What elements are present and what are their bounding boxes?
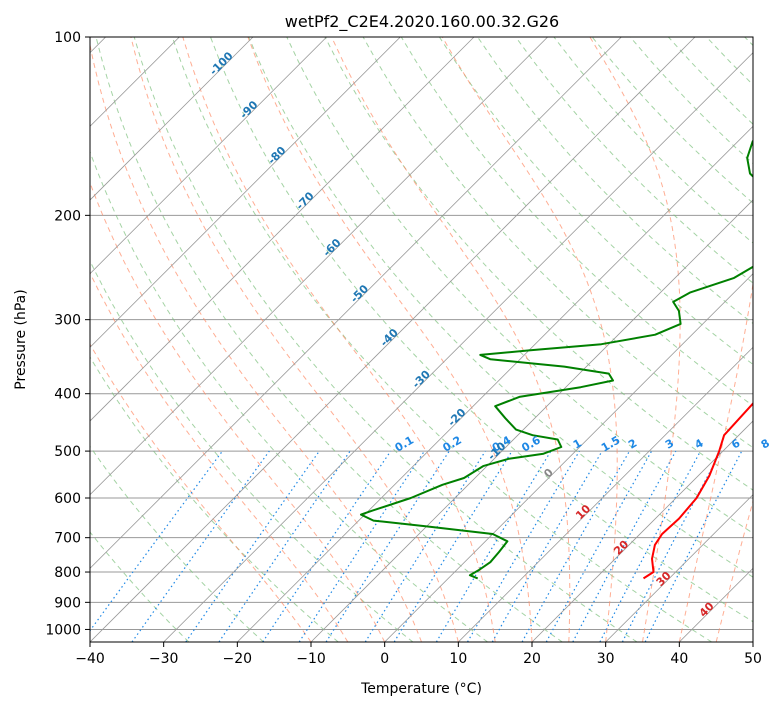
x-axis-label: Temperature (°C) <box>360 681 482 697</box>
mixing-ratio-line <box>131 450 270 642</box>
mixing-ratio-line <box>572 450 677 642</box>
isotherm-line <box>163 52 753 642</box>
isotherm-line <box>90 37 475 422</box>
isobar-gridlines <box>90 37 753 630</box>
y-tick-label: 200 <box>54 208 81 224</box>
x-tick-label: 0 <box>380 651 389 667</box>
y-axis-label: Pressure (hPa) <box>13 289 29 389</box>
isotherm-line <box>90 37 254 201</box>
x-axis-ticks: −40 −30 −20 −10 0 10 20 30 40 50 <box>75 642 762 667</box>
mixing-ratio-line <box>435 450 552 642</box>
dry-adiabat-line <box>95 37 563 642</box>
x-tick-label: −10 <box>296 651 326 667</box>
plot-frame <box>89 36 754 643</box>
sounding-profile-line <box>360 139 753 580</box>
dry-adiabat-line <box>438 37 753 366</box>
moist-adiabat-line <box>331 37 571 642</box>
y-axis-ticks: 100 200 300 400 500 600 700 800 900 1000 <box>45 30 90 638</box>
isotherm-line <box>458 346 753 642</box>
moist-adiabat-line <box>90 343 312 642</box>
isotherm-line <box>605 494 753 642</box>
isotherm-line <box>90 37 401 348</box>
dry-adiabat-line <box>90 150 488 642</box>
isotherm-line <box>90 37 548 496</box>
mixing-ratio-lines <box>90 450 743 642</box>
dry-adiabat-line <box>400 37 753 407</box>
chart-title: wetPf2_C2E4.2020.160.00.32.G26 <box>285 12 559 32</box>
x-tick-label: −20 <box>223 651 253 667</box>
y-tick-label: 900 <box>54 595 81 611</box>
mixing-ratio-line <box>364 450 486 642</box>
y-tick-label: 1000 <box>45 622 81 638</box>
mixing-ratio-line <box>325 450 450 642</box>
x-tick-label: 30 <box>597 651 615 667</box>
dry-adiabat-line <box>90 445 264 642</box>
moist-adiabat-line <box>130 37 459 642</box>
moist-adiabat-line <box>589 37 681 642</box>
moist-adiabat-line <box>90 42 422 642</box>
mixing-ratio-line <box>466 450 580 642</box>
dry-adiabat-line <box>515 37 753 284</box>
isotherm-line <box>90 37 327 275</box>
y-tick-label: 300 <box>54 313 81 329</box>
mixing-ratio-line <box>90 450 223 632</box>
isotherm-line <box>237 125 753 642</box>
y-tick-label: 700 <box>54 531 81 547</box>
mixing-ratio-line <box>644 450 743 642</box>
sounding-profile-line <box>642 401 753 580</box>
dry-adiabat-line <box>210 37 753 623</box>
isotherm-line <box>384 273 753 642</box>
x-tick-label: 50 <box>744 651 762 667</box>
dry-adiabat-line <box>133 37 638 642</box>
sounding-profiles <box>360 139 753 580</box>
dry-adiabat-line <box>248 37 753 578</box>
dry-adiabat-line <box>90 531 190 642</box>
isotherm-line <box>90 37 696 642</box>
moist-adiabats <box>90 37 753 642</box>
skewed-isotherms <box>90 37 753 642</box>
y-tick-label: 800 <box>54 565 81 581</box>
isotherm-line <box>90 37 622 569</box>
moist-adiabat-line <box>247 37 533 642</box>
mixing-ratio-line <box>393 450 513 642</box>
mixing-ratio-line <box>545 450 653 642</box>
isotherm-line <box>310 199 753 642</box>
mixing-ratio-line <box>621 450 722 642</box>
y-tick-label: 100 <box>54 30 81 46</box>
moist-adiabat-line <box>90 271 349 642</box>
dry-adiabat-line <box>171 37 712 642</box>
y-tick-label: 500 <box>54 444 81 460</box>
y-tick-label: 600 <box>54 491 81 507</box>
x-tick-label: −30 <box>149 651 179 667</box>
x-tick-label: −40 <box>75 651 105 667</box>
y-tick-label: 400 <box>54 387 81 403</box>
mixing-ratio-line <box>521 450 631 642</box>
mixing-ratio-line <box>491 450 603 642</box>
moist-adiabat-line <box>441 37 618 642</box>
x-tick-label: 10 <box>449 651 467 667</box>
x-tick-label: 40 <box>670 651 688 667</box>
moist-adiabat-line <box>90 181 386 642</box>
mixing-ratio-line <box>298 450 425 642</box>
mixing-ratio-line <box>599 450 702 642</box>
isotherm-line <box>531 420 753 642</box>
x-tick-label: 20 <box>523 651 541 667</box>
